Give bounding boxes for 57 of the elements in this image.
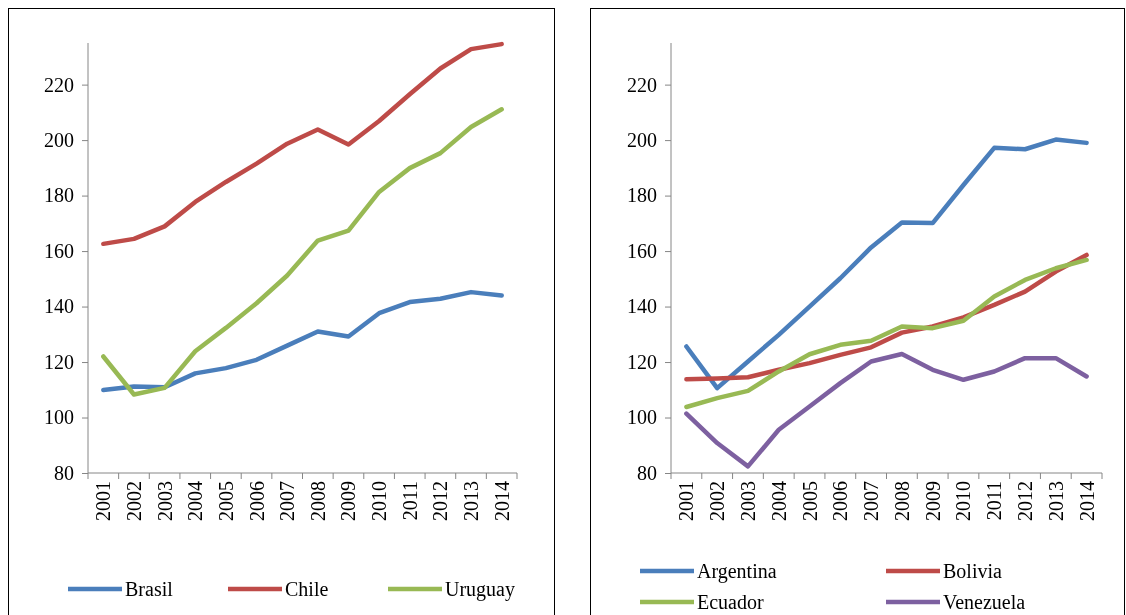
x-tick-label: 2003 bbox=[736, 481, 759, 521]
x-tick-label: 2006 bbox=[245, 481, 268, 521]
y-tick-label: 120 bbox=[627, 350, 657, 373]
x-tick-label: 2005 bbox=[798, 481, 821, 521]
legend-label: Brasil bbox=[125, 578, 174, 600]
line-series bbox=[101, 107, 504, 397]
y-tick-label: 120 bbox=[44, 350, 74, 373]
y-tick-label: 180 bbox=[44, 184, 74, 207]
x-tick-label: 2010 bbox=[368, 481, 391, 521]
x-tick-label: 2001 bbox=[675, 481, 698, 521]
legend-label: Bolivia bbox=[943, 560, 1003, 582]
x-tick-label: 2004 bbox=[767, 481, 790, 521]
x-tick-label: 2002 bbox=[706, 481, 729, 521]
y-tick-label: 220 bbox=[44, 73, 74, 96]
line-series bbox=[101, 41, 504, 247]
x-tick-label: 2010 bbox=[952, 481, 975, 521]
x-tick-label: 2004 bbox=[184, 481, 207, 521]
x-tick-label: 2014 bbox=[1075, 481, 1098, 521]
x-tick-label: 2011 bbox=[983, 481, 1006, 521]
y-tick-label: 140 bbox=[627, 295, 657, 318]
y-tick-label: 200 bbox=[627, 129, 657, 151]
y-tick-label: 80 bbox=[54, 461, 74, 484]
y-tick-label: 100 bbox=[627, 406, 657, 429]
x-tick-label: 2011 bbox=[398, 481, 421, 521]
line-series bbox=[684, 351, 1089, 469]
y-tick-label: 160 bbox=[44, 239, 74, 262]
y-tick-label: 140 bbox=[44, 295, 74, 318]
x-tick-label: 2007 bbox=[860, 481, 883, 521]
x-tick-label: 2014 bbox=[490, 481, 513, 521]
x-tick-label: 2001 bbox=[92, 481, 115, 521]
y-tick-label: 220 bbox=[627, 73, 657, 96]
legend-label: Chile bbox=[285, 578, 329, 600]
y-tick-label: 180 bbox=[627, 184, 657, 207]
x-tick-label: 2003 bbox=[153, 481, 176, 521]
line-series bbox=[684, 137, 1089, 391]
x-tick-label: 2002 bbox=[122, 481, 145, 521]
x-tick-label: 2005 bbox=[214, 481, 237, 521]
line-series bbox=[684, 257, 1089, 410]
legend-label: Argentina bbox=[697, 560, 777, 583]
x-tick-label: 2008 bbox=[306, 481, 329, 521]
line-series bbox=[101, 289, 504, 393]
x-tick-label: 2013 bbox=[460, 481, 483, 521]
x-tick-label: 2012 bbox=[429, 481, 452, 521]
y-tick-label: 80 bbox=[637, 461, 657, 484]
legend-label: Uruguay bbox=[445, 578, 515, 601]
y-tick-label: 200 bbox=[44, 129, 74, 151]
x-tick-label: 2006 bbox=[829, 481, 852, 521]
x-tick-label: 2009 bbox=[921, 481, 944, 521]
legend-label: Venezuela bbox=[943, 591, 1026, 613]
x-tick-label: 2013 bbox=[1044, 481, 1067, 521]
x-tick-label: 2009 bbox=[337, 481, 360, 521]
x-tick-label: 2007 bbox=[276, 481, 299, 521]
x-tick-label: 2008 bbox=[890, 481, 913, 521]
y-tick-label: 160 bbox=[627, 239, 657, 262]
x-tick-label: 2012 bbox=[1014, 481, 1037, 521]
legend-label: Ecuador bbox=[697, 591, 764, 613]
y-tick-label: 100 bbox=[44, 406, 74, 429]
